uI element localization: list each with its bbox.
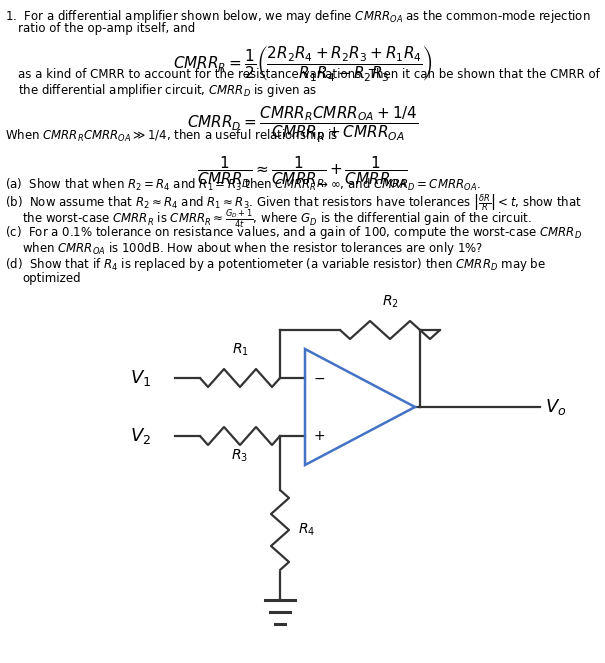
Text: 1.  For a differential amplifier shown below, we may define $CMRR_{OA}$ as the c: 1. For a differential amplifier shown be… <box>5 8 590 25</box>
Text: $R_3$: $R_3$ <box>232 448 249 464</box>
Text: the differential amplifier circuit, $CMRR_D$ is given as: the differential amplifier circuit, $CMR… <box>18 82 318 99</box>
Text: When $CMRR_RCMRR_{OA} \gg 1/4$, then a useful relationship is: When $CMRR_RCMRR_{OA} \gg 1/4$, then a u… <box>5 127 338 144</box>
Text: $R_4$: $R_4$ <box>298 522 315 538</box>
Text: when $CMRR_{OA}$ is 100dB. How about when the resistor tolerances are only 1%?: when $CMRR_{OA}$ is 100dB. How about whe… <box>22 240 483 257</box>
Text: $V_o$: $V_o$ <box>545 397 566 417</box>
Text: $R_1$: $R_1$ <box>232 341 249 358</box>
Text: (c)  For a 0.1% tolerance on resistance values, and a gain of 100, compute the w: (c) For a 0.1% tolerance on resistance v… <box>5 224 582 241</box>
Text: optimized: optimized <box>22 272 80 285</box>
Text: $\dfrac{1}{CMRR_D} \approx \dfrac{1}{CMRR_R} + \dfrac{1}{CMRR_{OA}}$: $\dfrac{1}{CMRR_D} \approx \dfrac{1}{CMR… <box>197 155 408 190</box>
Text: $CMRR_D = \dfrac{CMRR_RCMRR_{OA} + 1/4}{CMRR_R + CMRR_{OA}}$: $CMRR_D = \dfrac{CMRR_RCMRR_{OA} + 1/4}{… <box>187 105 418 143</box>
Text: as a kind of CMRR to account for the resistance variations. Then it can be shown: as a kind of CMRR to account for the res… <box>18 68 600 81</box>
Text: $V_2$: $V_2$ <box>130 426 151 446</box>
Text: (a)  Show that when $R_2 = R_4$ and $R_1 = R_3$ then $CMRR_R \rightarrow \infty$: (a) Show that when $R_2 = R_4$ and $R_1 … <box>5 177 480 193</box>
Text: $R_2$: $R_2$ <box>382 294 399 310</box>
Text: $+$: $+$ <box>313 429 325 443</box>
Text: $-$: $-$ <box>313 371 325 385</box>
Text: ratio of the op-amp itself, and: ratio of the op-amp itself, and <box>18 22 195 35</box>
Text: the worst-case $CMRR_R$ is $CMRR_R \approx \frac{G_D+1}{4t}$, where $G_D$ is the: the worst-case $CMRR_R$ is $CMRR_R \appr… <box>22 208 532 231</box>
Text: (b)  Now assume that $R_2 \approx R_4$ and $R_1 \approx R_3$. Given that resisto: (b) Now assume that $R_2 \approx R_4$ an… <box>5 192 582 213</box>
Text: (d)  Show that if $R_4$ is replaced by a potentiometer (a variable resistor) the: (d) Show that if $R_4$ is replaced by a … <box>5 256 546 273</box>
Text: $V_1$: $V_1$ <box>130 368 151 388</box>
Text: $CMRR_R = \dfrac{1}{2}\left(\dfrac{2R_2R_4 + R_2R_3 + R_1R_4}{R_1R_4 - R_2R_3}\r: $CMRR_R = \dfrac{1}{2}\left(\dfrac{2R_2R… <box>172 44 433 83</box>
